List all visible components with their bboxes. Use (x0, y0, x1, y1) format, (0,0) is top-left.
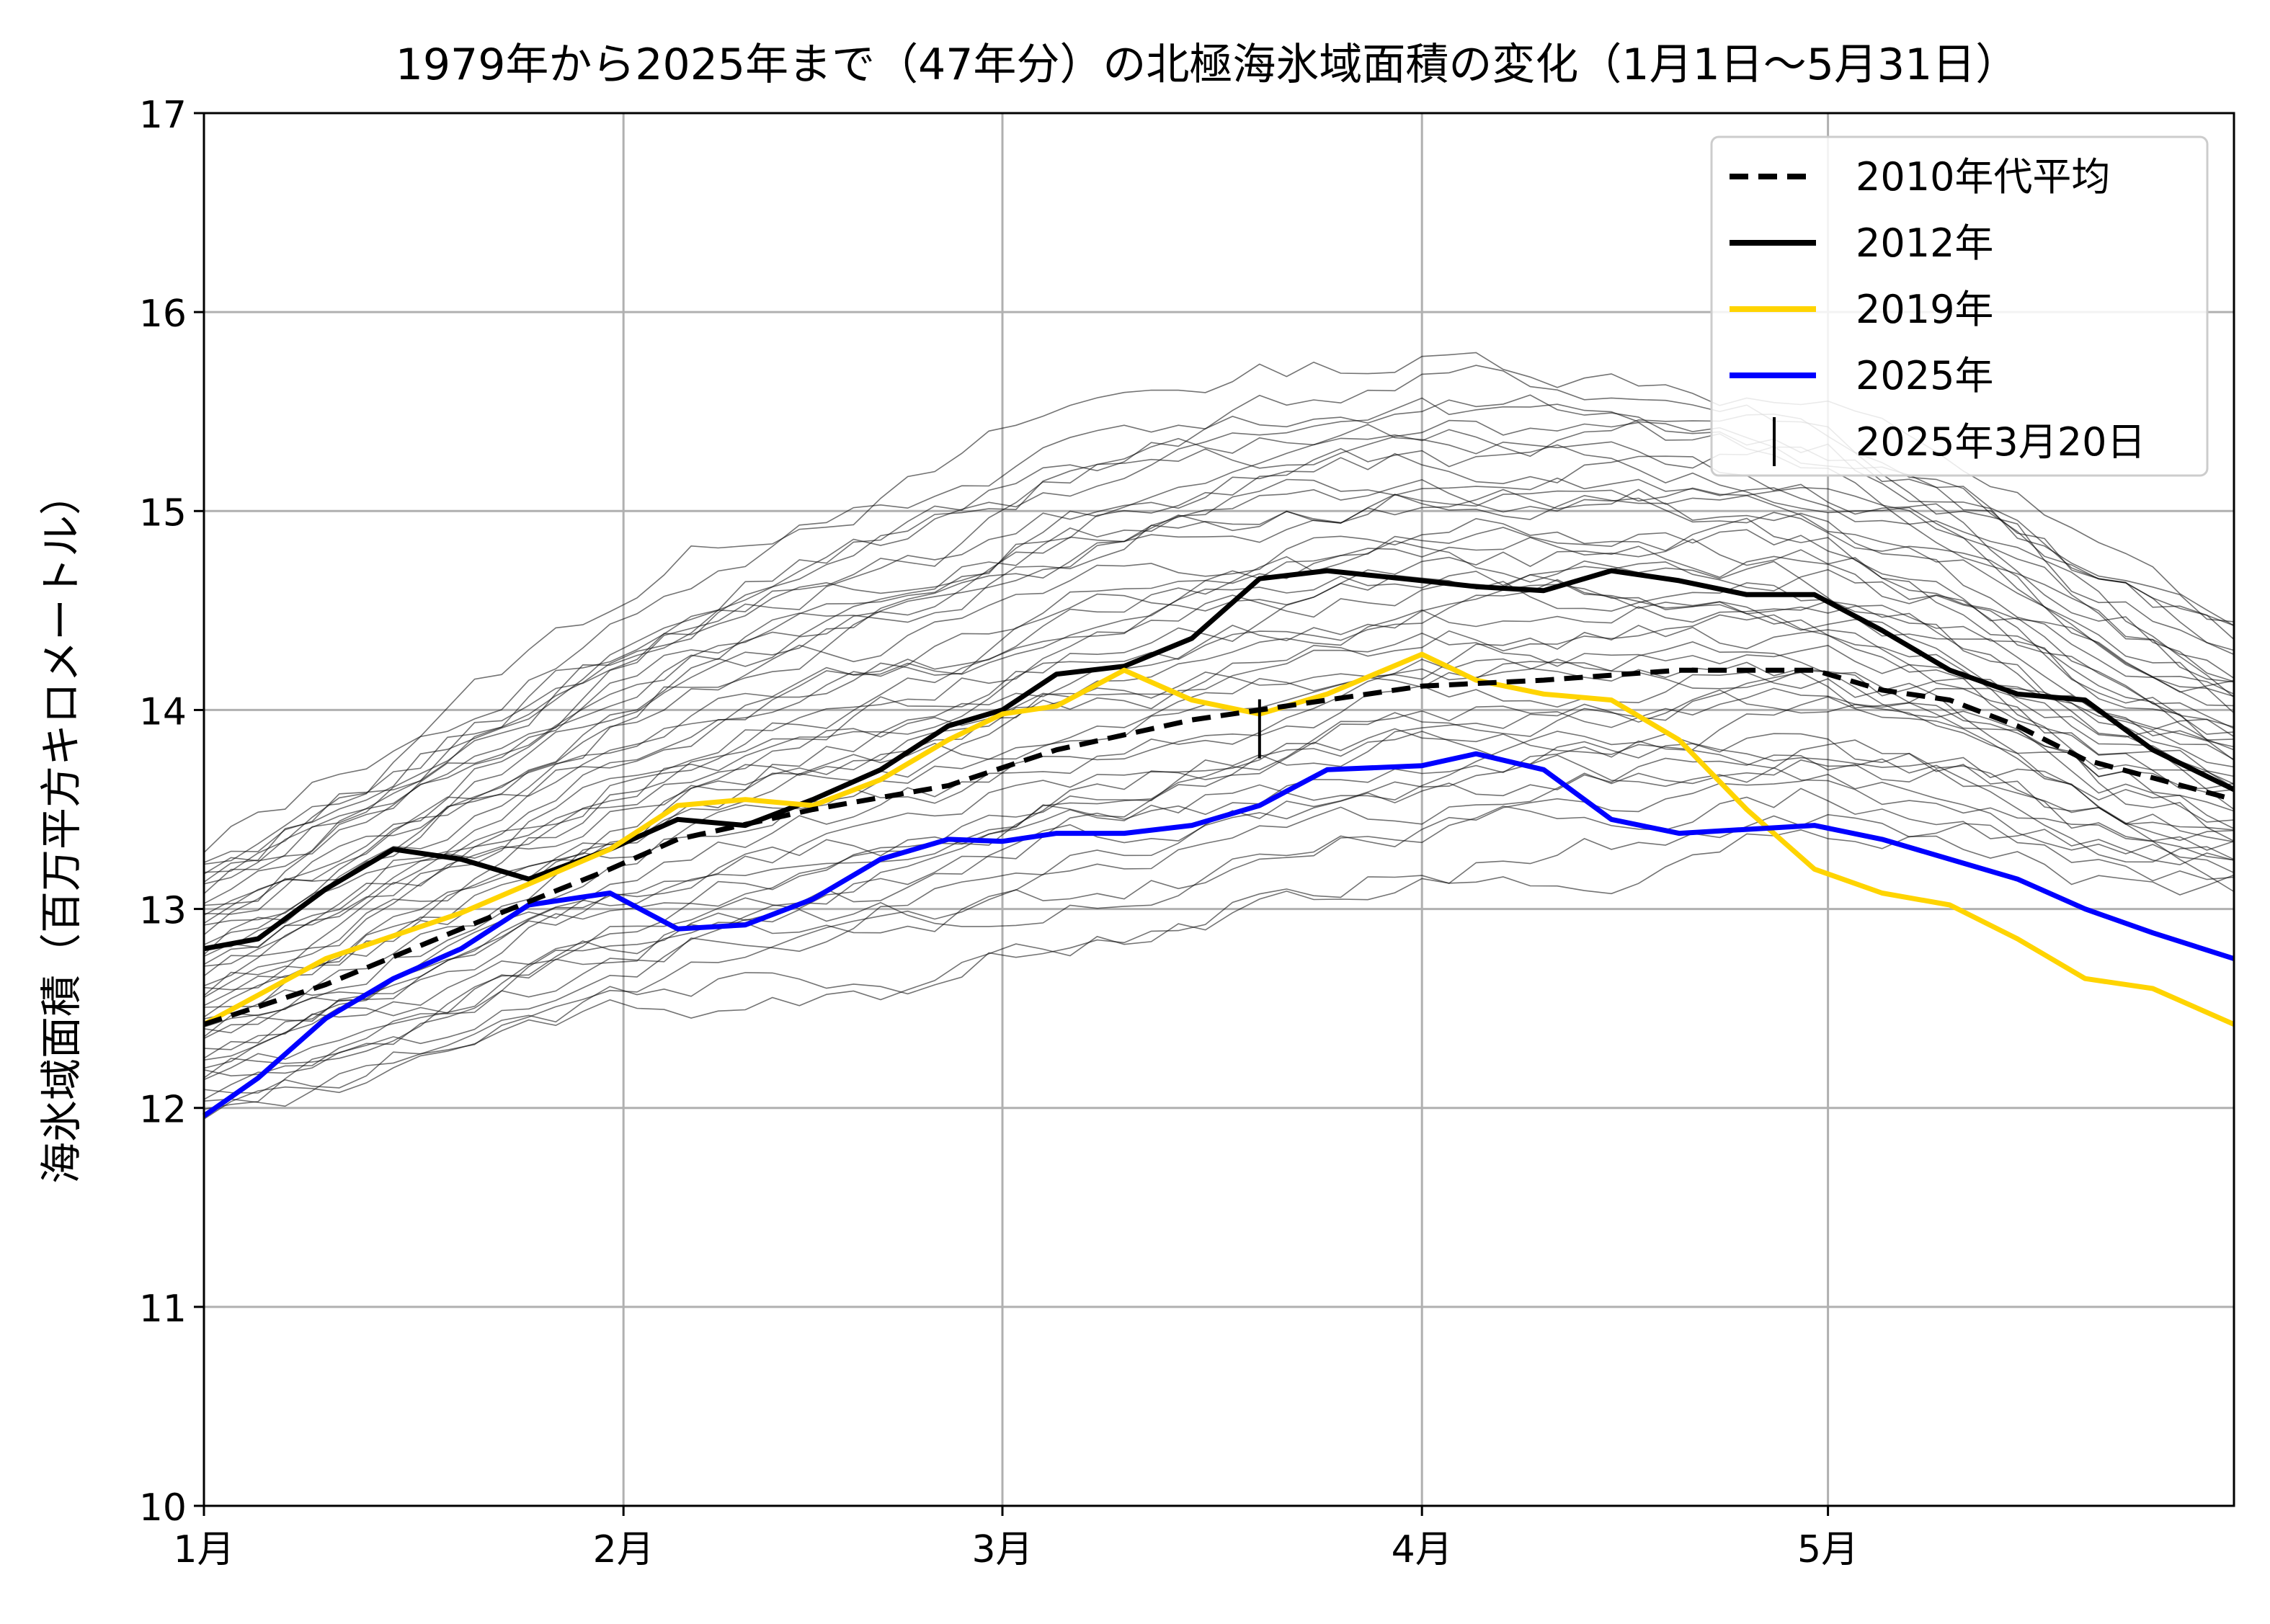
background-year-line (203, 788, 2235, 1094)
y-tick-label: 11 (139, 1288, 187, 1331)
background-year-line (203, 689, 2235, 1038)
legend-label: 2025年 (1856, 353, 1993, 398)
series-line-2012年 (203, 568, 2235, 952)
background-year-line (203, 813, 2235, 1107)
y-tick-label: 16 (139, 293, 187, 336)
axis-ticks: 10 11 12 13 14 15 16 17 1月 2月 3月 4月 5月 (139, 94, 1859, 1571)
legend-label: 2010年代平均 (1856, 154, 2110, 200)
background-year-line (203, 731, 2235, 1050)
series-lines (202, 568, 2235, 1118)
series-line-2010年代平均 (202, 667, 2235, 1027)
background-year-line (203, 517, 2235, 926)
background-year-line (203, 696, 2235, 1059)
grid-lines (202, 112, 2234, 1507)
chart-title: 1979年から2025年まで（47年分）の北極海氷域面積の変化（1月1日～5月3… (396, 40, 2019, 90)
background-year-line (203, 444, 2235, 906)
background-year-line (203, 545, 2235, 965)
background-year-line (203, 754, 2235, 1061)
y-tick-label: 15 (139, 491, 187, 535)
background-year-line (203, 488, 2235, 915)
background-year-line (203, 687, 2235, 1069)
x-tick-label: 5月 (1797, 1528, 1859, 1571)
x-tick-label: 4月 (1392, 1528, 1453, 1571)
background-year-line (203, 584, 2235, 991)
background-year-line (203, 600, 2235, 958)
legend: 2010年代平均 2012年 2019年 2025年 2025年3月20日 (1710, 135, 2209, 477)
legend-label: 2012年 (1856, 220, 1993, 266)
plot-frame (202, 112, 2235, 1507)
background-year-line (203, 614, 2235, 1007)
background-year-line (203, 540, 2235, 987)
x-tick-label: 1月 (173, 1528, 234, 1571)
legend-label: 2025年3月20日 (1856, 419, 2146, 465)
background-year-line (203, 494, 2235, 936)
background-year-line (203, 477, 2235, 875)
background-year-line (203, 537, 2235, 916)
background-year-line (203, 641, 2235, 1018)
background-year-line (203, 731, 2235, 1081)
background-year-line (203, 758, 2235, 1079)
background-year-line (203, 739, 2235, 1077)
x-tick-label: 3月 (971, 1528, 1033, 1571)
background-year-line (203, 574, 2235, 999)
y-tick-label: 14 (139, 690, 187, 733)
legend-box (1710, 135, 2209, 477)
background-year-line (203, 486, 2235, 924)
background-year-line (203, 579, 2235, 967)
background-year-line (203, 672, 2235, 1020)
series-line-2025年 (202, 751, 2235, 1118)
background-year-line (203, 661, 2235, 1040)
y-tick-label: 13 (139, 890, 187, 933)
x-tick-label: 2月 (593, 1528, 654, 1571)
background-year-line (203, 574, 2235, 977)
y-axis-label: 海氷域面積（百万平方キロメートル） (37, 473, 86, 1184)
y-tick-label: 12 (139, 1089, 187, 1132)
y-tick-label: 10 (139, 1486, 187, 1530)
background-year-line (203, 672, 2235, 1034)
legend-label: 2019年 (1856, 287, 1993, 332)
background-year-line (203, 774, 2235, 1100)
background-year-line (203, 478, 2235, 945)
background-year-line (203, 561, 2235, 955)
background-year-line (203, 419, 2235, 895)
background-year-line (203, 625, 2235, 1028)
background-year-line (203, 413, 2235, 904)
background-year-line (203, 397, 2235, 873)
background-year-line (203, 527, 2235, 947)
y-tick-label: 17 (139, 94, 187, 137)
